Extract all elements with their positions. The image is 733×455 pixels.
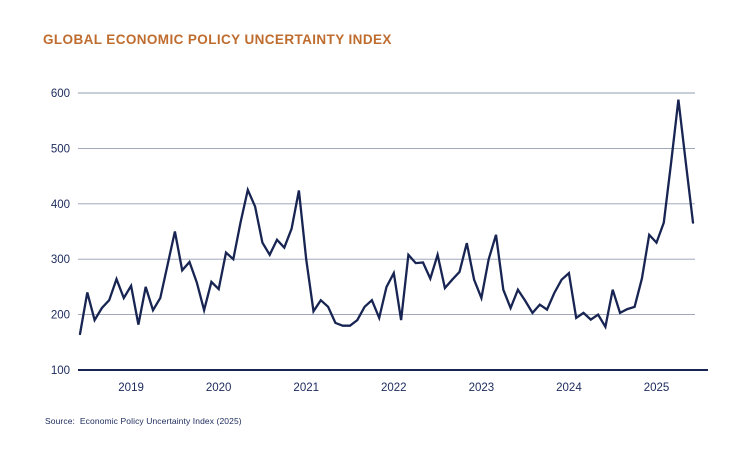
y-tick-label: 200 <box>51 310 70 322</box>
y-tick-label: 500 <box>51 143 70 155</box>
epu-line-series <box>78 99 695 336</box>
x-tick-label: 2025 <box>644 382 670 394</box>
source-note: Source: Economic Policy Uncertainty Inde… <box>45 416 242 426</box>
chart-title: GLOBAL ECONOMIC POLICY UNCERTAINTY INDEX <box>43 32 392 47</box>
y-tick-label: 100 <box>51 365 70 377</box>
y-tick-label: 300 <box>51 254 70 266</box>
x-tick-label: 2024 <box>556 382 582 394</box>
x-tick-label: 2019 <box>118 382 144 394</box>
x-tick-label: 2020 <box>206 382 232 394</box>
x-tick-label: 2021 <box>293 382 319 394</box>
y-tick-label: 600 <box>51 88 70 100</box>
x-tick-label: 2022 <box>381 382 407 394</box>
x-tick-label: 2023 <box>469 382 495 394</box>
y-tick-label: 400 <box>51 199 70 211</box>
